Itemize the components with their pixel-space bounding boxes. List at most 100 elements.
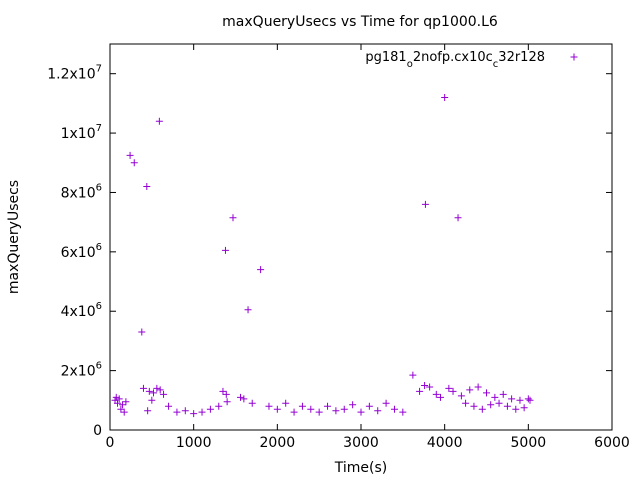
x-tick-label: 0: [106, 435, 115, 451]
data-point: [257, 266, 265, 274]
data-point: [524, 395, 532, 403]
data-point: [237, 393, 245, 401]
data-point: [374, 407, 382, 415]
data-point: [315, 408, 323, 416]
y-tick-label: 1.2x107: [47, 64, 102, 83]
data-point: [173, 408, 181, 416]
data-point: [139, 384, 147, 392]
data-point: [222, 390, 230, 398]
data-point: [244, 306, 252, 314]
data-point: [223, 398, 231, 406]
data-point: [340, 405, 348, 413]
data-point: [516, 396, 524, 404]
data-point: [290, 408, 298, 416]
chart-title: maxQueryUsecs vs Time for qp1000.L6: [222, 14, 498, 30]
data-point: [349, 401, 357, 409]
x-tick-label: 1000: [176, 435, 212, 451]
y-tick-label: 2x106: [61, 361, 102, 380]
data-point: [470, 402, 478, 410]
x-axis-label: Time(s): [334, 460, 387, 476]
data-point: [512, 405, 520, 413]
data-point: [390, 405, 398, 413]
y-axis-label: maxQueryUsecs: [6, 180, 22, 294]
data-point: [119, 401, 127, 409]
data-point: [520, 404, 528, 412]
legend-plus-icon: [570, 53, 578, 61]
data-point: [120, 408, 128, 416]
data-point: [454, 214, 462, 222]
data-point: [122, 398, 130, 406]
data-point: [508, 395, 516, 403]
data-point: [248, 399, 256, 407]
data-point: [155, 117, 163, 125]
data-point: [436, 393, 444, 401]
data-point: [307, 405, 315, 413]
data-point: [491, 393, 499, 401]
data-point: [457, 392, 465, 400]
data-point: [143, 183, 151, 191]
data-point: [421, 200, 429, 208]
data-point: [495, 399, 503, 407]
data-point: [399, 408, 407, 416]
data-point: [150, 389, 158, 397]
data-point: [445, 384, 453, 392]
legend-marker: [570, 53, 578, 61]
data-points: [111, 93, 534, 418]
data-point: [365, 402, 373, 410]
data-point: [117, 405, 125, 413]
data-point: [449, 387, 457, 395]
data-point: [332, 407, 340, 415]
data-point: [145, 387, 153, 395]
data-point: [130, 159, 138, 167]
x-tick-label: 3000: [343, 435, 379, 451]
data-point: [421, 381, 429, 389]
data-point: [483, 389, 490, 397]
legend: pg181o2nofp.cx10cc32r128: [365, 50, 578, 70]
data-point: [273, 405, 281, 413]
data-point: [298, 402, 306, 410]
data-point: [462, 399, 470, 407]
data-point: [148, 396, 156, 404]
data-point: [357, 408, 365, 416]
x-tick-label: 6000: [594, 435, 630, 451]
data-point: [432, 390, 440, 398]
data-point: [198, 408, 206, 416]
data-point: [499, 390, 507, 398]
data-point: [474, 383, 482, 391]
data-point: [190, 410, 198, 418]
data-point: [115, 395, 123, 403]
data-point: [426, 383, 434, 391]
x-axis: 0 1000 2000 3000 4000 5000 6000: [106, 44, 630, 451]
data-point: [265, 402, 273, 410]
data-point: [160, 390, 168, 398]
plot-frame: [109, 43, 613, 431]
data-point: [114, 399, 122, 407]
y-tick-label: 8x106: [61, 182, 102, 201]
data-point: [206, 405, 214, 413]
data-point: [416, 387, 424, 395]
data-point: [165, 402, 173, 410]
data-point: [215, 402, 223, 410]
data-point: [138, 328, 146, 336]
legend-label: pg181o2nofp.cx10cc32r128: [365, 50, 545, 70]
data-point: [229, 214, 237, 222]
data-point: [144, 407, 152, 415]
y-tick-label: 4x106: [61, 301, 102, 320]
data-point: [409, 371, 417, 379]
y-tick-label: 1x107: [61, 123, 102, 142]
data-point: [324, 402, 332, 410]
data-point: [282, 399, 290, 407]
data-point: [441, 93, 449, 101]
data-point: [478, 405, 486, 413]
data-point: [503, 402, 511, 410]
data-point: [181, 407, 189, 415]
data-point: [466, 386, 474, 394]
x-tick-label: 4000: [427, 435, 463, 451]
data-point: [112, 393, 120, 401]
data-point: [240, 395, 248, 403]
data-point: [221, 246, 229, 254]
y-tick-label: 6x106: [61, 242, 102, 261]
data-point: [487, 401, 495, 409]
y-tick-label: 0: [93, 423, 102, 439]
data-point: [126, 151, 134, 159]
